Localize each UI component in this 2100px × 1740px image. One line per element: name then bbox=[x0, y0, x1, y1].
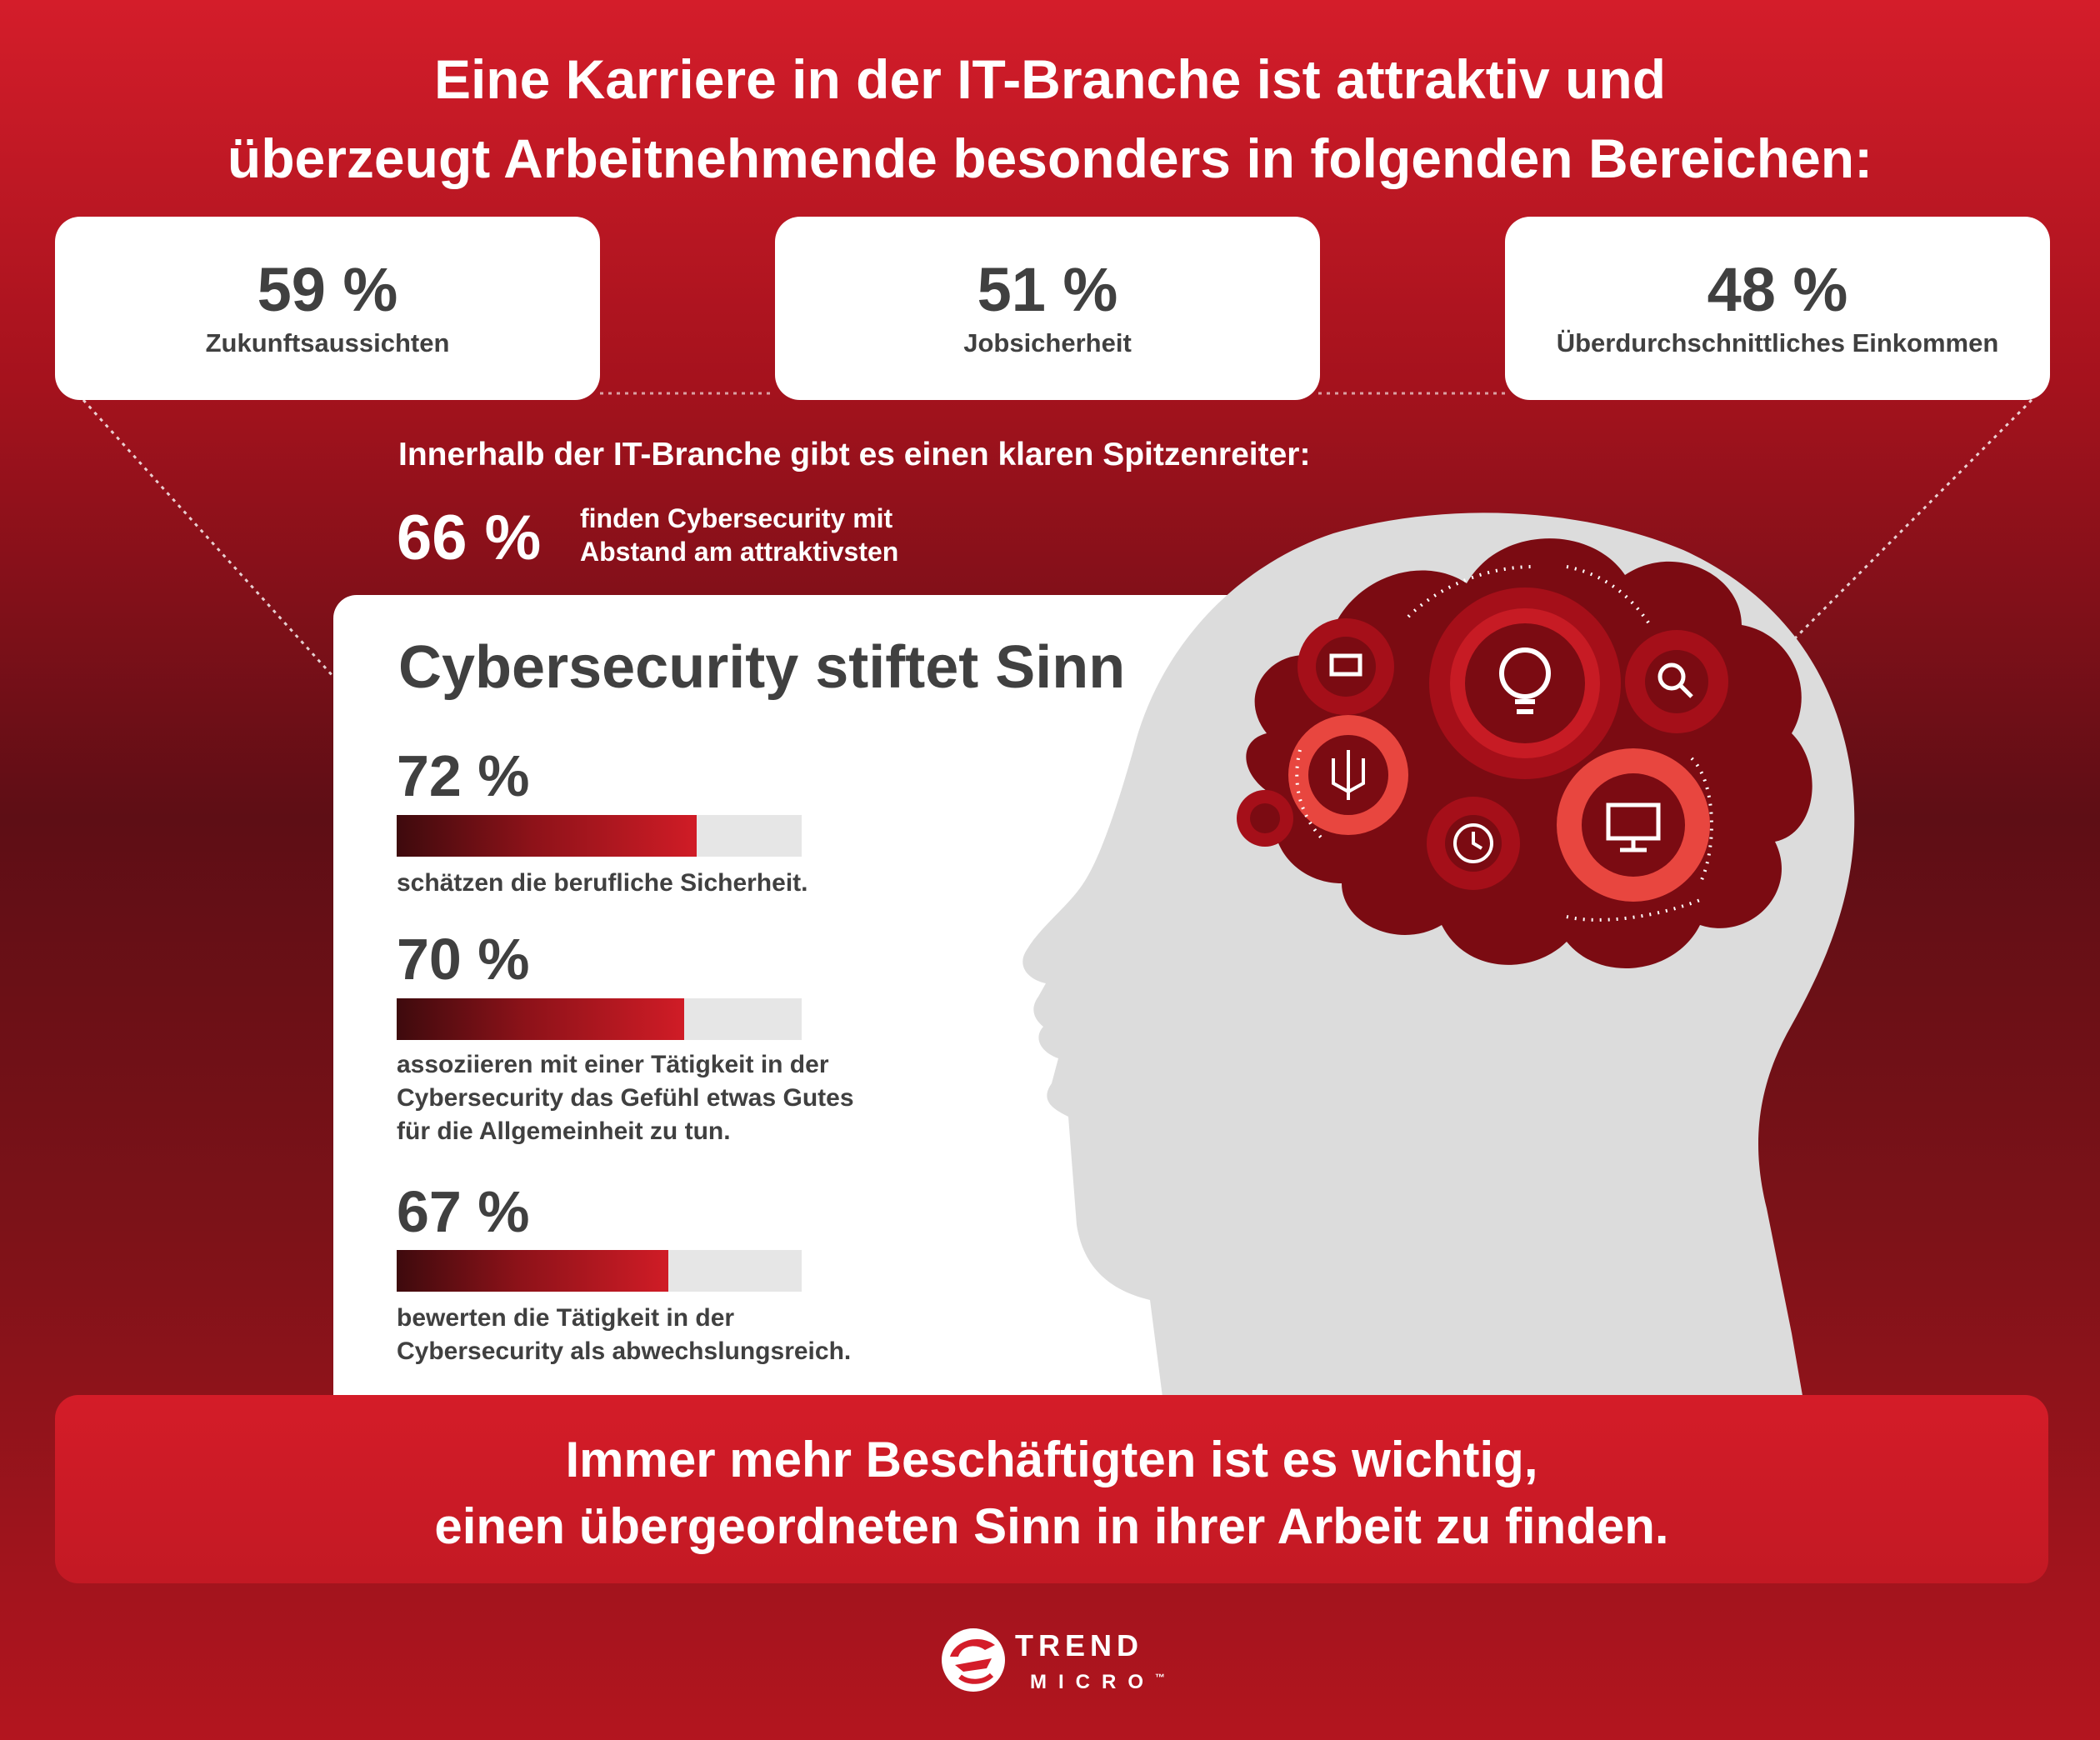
desc-line: Cybersecurity das Gefühl etwas Gutes bbox=[397, 1084, 854, 1112]
logo-trend: TREND bbox=[1015, 1628, 1143, 1662]
main-title: Eine Karriere in der IT-Branche ist attr… bbox=[0, 40, 2100, 198]
logo-micro-line: MICRO™ bbox=[1030, 1662, 1165, 1698]
magnifier-icon bbox=[1658, 662, 1693, 698]
desc-line: für die Allgemeinheit zu tun. bbox=[397, 1118, 731, 1145]
arrow-dots bbox=[1295, 565, 1713, 922]
stat-card-income: 48 % Überdurchschnittliches Einkommen bbox=[1505, 217, 2050, 400]
conclusion-banner: Immer mehr Beschäftigten ist es wichtig,… bbox=[55, 1395, 2048, 1583]
card-value: 59 % bbox=[257, 255, 398, 324]
gear-icon bbox=[1298, 618, 1394, 715]
bar-fill bbox=[397, 1250, 668, 1292]
desc-line: Cybersecurity als abwechslungsreich. bbox=[397, 1338, 852, 1365]
circuit-icon bbox=[1288, 715, 1408, 835]
logo-trademark: ™ bbox=[1155, 1672, 1165, 1683]
logo-wordmark: TREND MICRO™ bbox=[1015, 1630, 1165, 1698]
bar-fill bbox=[397, 815, 697, 857]
monitor-icon bbox=[1557, 748, 1710, 902]
gear-icon bbox=[1625, 630, 1728, 733]
cybersecurity-percentage: 66 % bbox=[397, 502, 542, 573]
stat-card-future: 59 % Zukunftsaussichten bbox=[55, 217, 600, 400]
stat-bar-variety bbox=[397, 1250, 802, 1292]
card-value: 51 % bbox=[977, 255, 1118, 324]
card-label: Überdurchschnittliches Einkommen bbox=[1556, 328, 1999, 358]
stat-value-variety: 67 % bbox=[397, 1179, 530, 1244]
title-line-1: Eine Karriere in der IT-Branche ist attr… bbox=[433, 48, 1667, 110]
stat-value-common-good: 70 % bbox=[397, 927, 530, 992]
monitor-icon bbox=[1329, 653, 1362, 677]
it-branch-intro: Innerhalb der IT-Branche gibt es einen k… bbox=[398, 437, 1311, 472]
bar-fill bbox=[397, 998, 685, 1040]
panel-title: Cybersecurity stiftet Sinn bbox=[398, 634, 1126, 701]
stat-bar-security bbox=[397, 815, 802, 857]
stat-card-job-security: 51 % Jobsicherheit bbox=[775, 217, 1320, 400]
cybersecurity-text-line-2: Abstand am attraktivsten bbox=[580, 537, 899, 567]
card-value: 48 % bbox=[1707, 255, 1848, 324]
desc-line: schätzen die berufliche Sicherheit. bbox=[397, 869, 808, 897]
lightbulb-icon bbox=[1499, 648, 1551, 714]
desc-line: bewerten die Tätigkeit in der bbox=[397, 1304, 735, 1332]
logo-micro: MICRO bbox=[1030, 1671, 1155, 1693]
stat-desc-security: schätzen die berufliche Sicherheit. bbox=[397, 867, 930, 900]
stat-bar-common-good bbox=[397, 998, 802, 1040]
cybersecurity-text-line-1: finden Cybersecurity mit bbox=[580, 503, 893, 533]
cybersecurity-text: finden Cybersecurity mit Abstand am attr… bbox=[580, 502, 898, 568]
conclusion-line-2: einen übergeordneten Sinn in ihrer Arbei… bbox=[434, 1498, 1669, 1554]
gear-icon bbox=[1429, 588, 1621, 779]
card-label: Jobsicherheit bbox=[963, 328, 1132, 358]
trend-micro-logo-icon bbox=[942, 1628, 1005, 1692]
desc-line: assoziieren mit einer Tätigkeit in der bbox=[397, 1051, 829, 1078]
title-line-2: überzeugt Arbeitnehmende besonders in fo… bbox=[227, 128, 1873, 189]
card-label: Zukunftsaussichten bbox=[205, 328, 450, 358]
clock-icon bbox=[1427, 797, 1520, 890]
gear-icon bbox=[1237, 790, 1293, 847]
stat-value-security: 72 % bbox=[397, 743, 530, 808]
stat-desc-common-good: assoziieren mit einer Tätigkeit in der C… bbox=[397, 1048, 930, 1148]
conclusion-line-1: Immer mehr Beschäftigten ist es wichtig, bbox=[565, 1432, 1538, 1488]
stat-desc-variety: bewerten die Tätigkeit in der Cybersecur… bbox=[397, 1302, 930, 1368]
